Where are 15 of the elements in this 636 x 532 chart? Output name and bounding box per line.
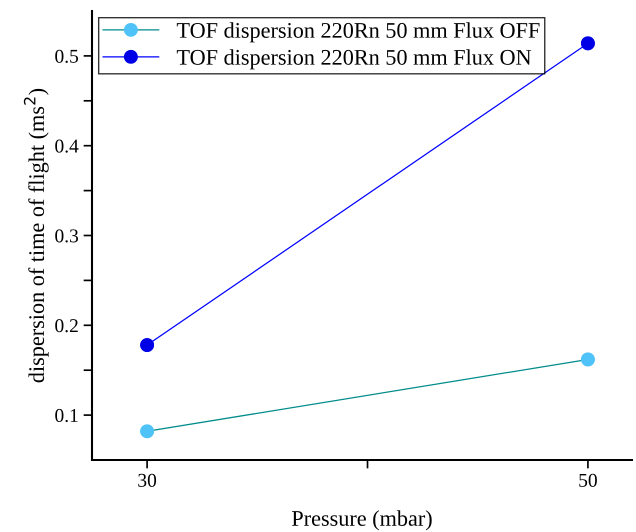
y-tick-label: 0.4 xyxy=(55,140,78,153)
point xyxy=(580,36,595,50)
y-tick-label: 0.1 xyxy=(55,408,78,422)
y-tick-label: 0.2 xyxy=(55,319,78,332)
point xyxy=(140,424,154,438)
y-axis-title: dispersion of time of flight (ms$^{2}$) xyxy=(24,88,49,382)
y-tick-label: 0.5 xyxy=(55,50,78,63)
point xyxy=(140,338,154,352)
x-axis-title: Pressure (mbar) xyxy=(292,510,432,530)
legend-label: TOF dispersion 220Rn 50 mm Flux OFF xyxy=(176,22,540,42)
x-tick-label: 30 xyxy=(138,474,156,487)
x-tick-label: 50 xyxy=(579,474,597,487)
y-tick-label: 0.3 xyxy=(55,229,78,243)
legend-label: TOF dispersion 220Rn 50 mm Flux ON xyxy=(176,49,532,70)
point xyxy=(580,352,595,366)
